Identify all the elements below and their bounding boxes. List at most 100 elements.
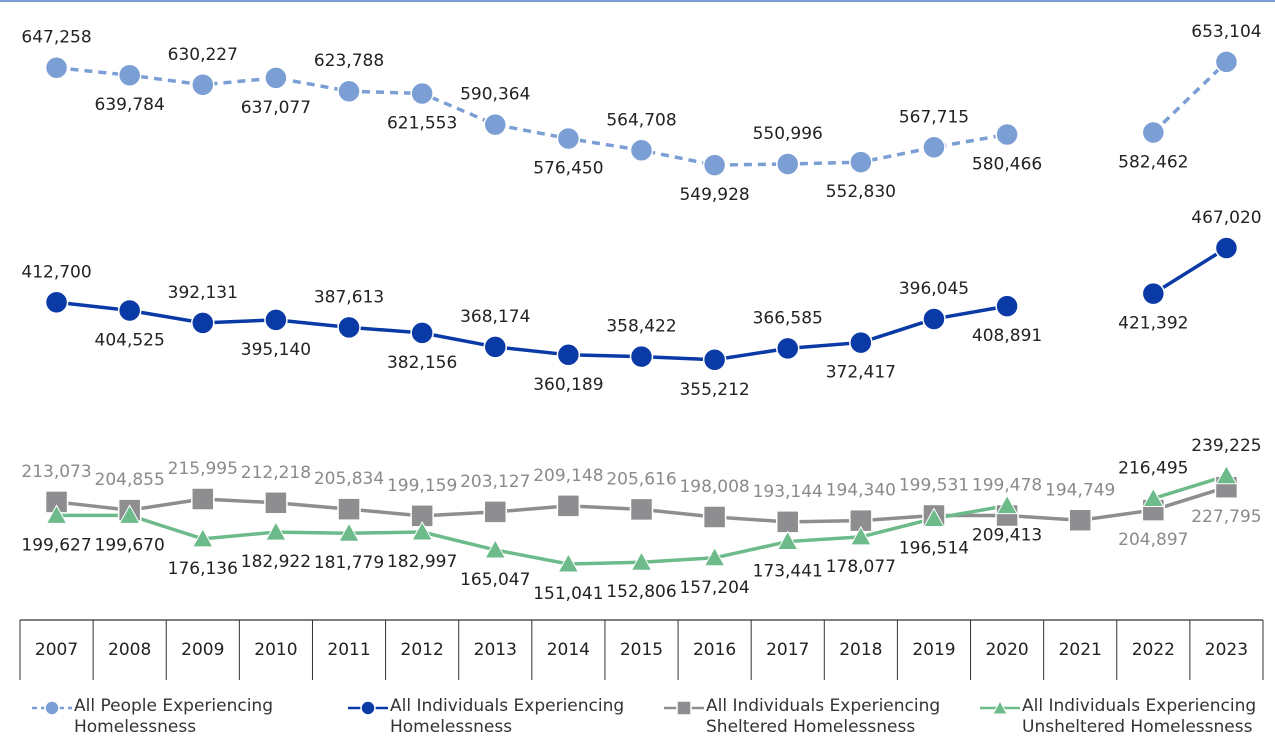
data-label: 157,204 — [679, 578, 749, 598]
data-label: 582,462 — [1118, 153, 1188, 173]
point — [775, 152, 800, 176]
data-label: 204,855 — [95, 470, 165, 490]
data-label: 227,795 — [1191, 507, 1261, 527]
point — [410, 321, 434, 345]
data-label: 372,417 — [826, 363, 896, 383]
point — [703, 546, 726, 567]
point — [922, 307, 946, 331]
x-tick-label: 2021 — [1059, 640, 1102, 660]
x-tick-label: 2009 — [181, 640, 224, 660]
point — [556, 343, 581, 367]
data-label: 209,413 — [972, 526, 1042, 546]
point — [191, 311, 215, 335]
data-label: 360,189 — [533, 375, 603, 395]
legend-swatch — [32, 700, 72, 716]
legend-marker — [360, 700, 376, 716]
data-label: 404,525 — [95, 330, 165, 350]
x-tick-label: 2017 — [766, 640, 809, 660]
point — [264, 308, 288, 332]
point — [118, 504, 141, 524]
point — [850, 525, 872, 546]
legend-label: All Individuals Experiencing Sheltered H… — [706, 696, 941, 737]
data-label: 623,788 — [314, 51, 384, 71]
point — [191, 527, 214, 548]
data-label: 358,422 — [606, 317, 676, 337]
legend-item: All Individuals Experiencing Homelessnes… — [346, 696, 642, 738]
legend-marker — [44, 700, 60, 716]
x-tick-label: 2022 — [1132, 640, 1175, 660]
x-tick-label: 2011 — [327, 640, 370, 660]
x-tick-label: 2010 — [254, 640, 297, 660]
data-label: 182,997 — [387, 552, 457, 572]
point — [775, 510, 800, 534]
data-label: 355,212 — [679, 380, 749, 400]
point — [1142, 487, 1165, 508]
x-tick-label: 2015 — [620, 640, 663, 660]
point — [630, 551, 653, 571]
data-label: 215,995 — [168, 459, 238, 479]
data-label: 412,700 — [21, 262, 91, 282]
legend-item: All Individuals Experiencing Unsheltered… — [978, 696, 1274, 738]
point — [995, 122, 1019, 147]
point — [849, 330, 873, 355]
point — [191, 487, 215, 511]
data-label: 213,073 — [21, 462, 91, 482]
data-label: 421,392 — [1118, 314, 1188, 334]
point — [995, 294, 1019, 318]
point — [44, 290, 69, 315]
data-label: 467,020 — [1191, 208, 1261, 228]
point — [629, 344, 654, 369]
point — [483, 112, 508, 137]
data-label: 209,148 — [533, 466, 603, 486]
data-label: 178,077 — [826, 557, 896, 577]
x-tick-label: 2013 — [474, 640, 517, 660]
data-label: 203,127 — [460, 472, 530, 492]
point — [337, 315, 361, 340]
point — [556, 126, 581, 151]
data-label: 382,156 — [387, 353, 457, 373]
data-label: 567,715 — [899, 107, 969, 127]
data-label: 408,891 — [972, 326, 1042, 346]
data-label: 198,008 — [679, 477, 749, 497]
legend-label: All Individuals Experiencing Homelessnes… — [390, 696, 625, 737]
point — [410, 81, 434, 106]
point — [629, 138, 654, 163]
point — [702, 153, 727, 177]
data-label: 199,531 — [899, 475, 969, 495]
data-label: 580,466 — [972, 155, 1042, 175]
point — [1215, 464, 1238, 485]
data-label: 194,340 — [826, 481, 896, 501]
data-label: 366,585 — [753, 308, 823, 328]
point — [265, 521, 287, 541]
data-label: 564,708 — [606, 110, 676, 130]
data-label: 639,784 — [95, 95, 165, 115]
data-label: 173,441 — [753, 562, 823, 582]
point — [776, 530, 799, 551]
data-label: 176,136 — [168, 559, 238, 579]
data-label: 396,045 — [899, 279, 969, 299]
x-tick-label: 2012 — [401, 640, 444, 660]
data-label: 152,806 — [606, 582, 676, 602]
data-label: 216,495 — [1118, 459, 1188, 479]
data-label: 182,922 — [241, 552, 311, 572]
point — [1068, 508, 1092, 533]
point — [922, 135, 946, 160]
data-label: 205,616 — [606, 469, 676, 489]
point — [191, 73, 215, 97]
x-tick-label: 2018 — [839, 640, 882, 660]
data-label: 392,131 — [168, 283, 238, 303]
point — [117, 298, 142, 323]
data-label: 637,077 — [241, 98, 311, 118]
point — [45, 504, 68, 524]
point — [117, 63, 142, 87]
point — [849, 150, 873, 174]
legend: All People Experiencing Homelessness All … — [30, 696, 1275, 738]
point — [338, 522, 360, 542]
point — [1214, 50, 1239, 74]
x-tick-label: 2014 — [547, 640, 590, 660]
data-label: 194,749 — [1045, 480, 1115, 500]
point — [556, 494, 581, 518]
point — [484, 538, 507, 559]
x-tick-label: 2007 — [35, 640, 78, 660]
legend-label: All People Experiencing Homelessness — [74, 696, 273, 737]
